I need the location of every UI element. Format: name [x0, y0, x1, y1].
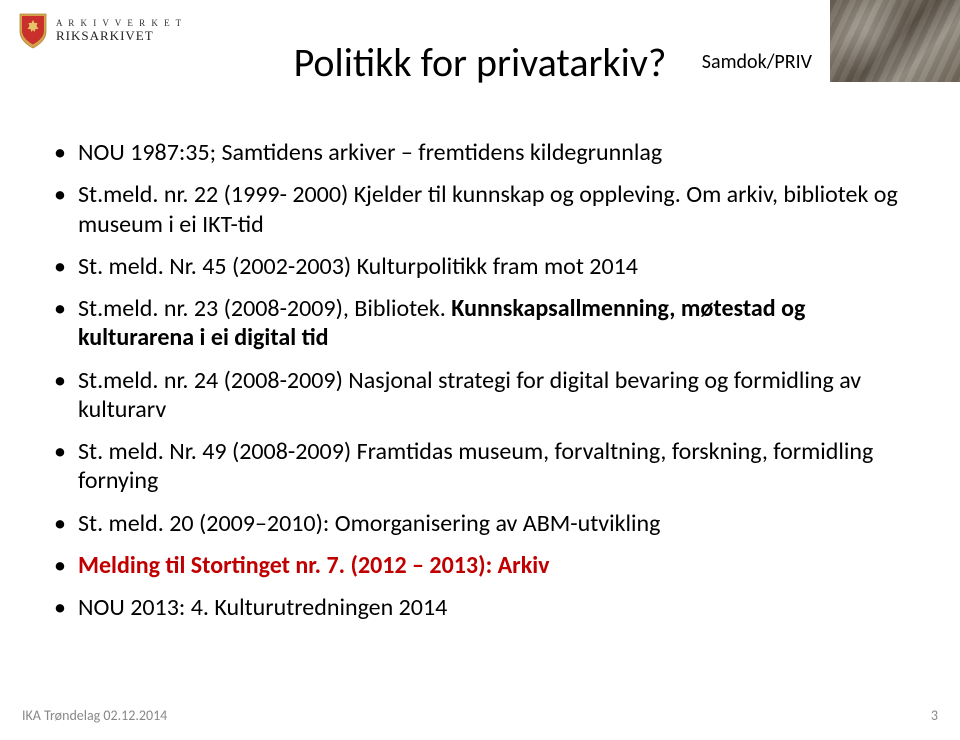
- list-item: St.meld. nr. 22 (1999- 2000) Kjelder til…: [50, 180, 900, 239]
- slide-tag: Samdok/PRIV: [702, 50, 812, 74]
- list-item-text: NOU 2013: 4. Kulturutredningen 2014: [78, 593, 447, 622]
- content-area: NOU 1987:35; Samtidens arkiver – fremtid…: [50, 138, 900, 635]
- footer: IKA Trøndelag 02.12.2014 3: [22, 707, 938, 724]
- title-row: Politikk for privatarkiv?: [0, 38, 960, 87]
- list-item-text: St. meld. Nr. 49 (2008-2009) Framtidas m…: [78, 437, 873, 495]
- bullet-list: NOU 1987:35; Samtidens arkiver – fremtid…: [50, 138, 900, 622]
- list-item: NOU 1987:35; Samtidens arkiver – fremtid…: [50, 138, 900, 167]
- slide-title: Politikk for privatarkiv?: [294, 38, 667, 87]
- list-item-text: St. meld. Nr. 45 (2002-2003) Kulturpolit…: [78, 252, 638, 281]
- list-item: St. meld. Nr. 49 (2008-2009) Framtidas m…: [50, 437, 900, 496]
- list-item-text: St.meld. nr. 24 (2008-2009) Nasjonal str…: [78, 366, 861, 424]
- footer-right: 3: [931, 707, 938, 724]
- list-item: St.meld. nr. 24 (2008-2009) Nasjonal str…: [50, 366, 900, 425]
- list-item: NOU 2013: 4. Kulturutredningen 2014: [50, 593, 900, 622]
- list-item: St. meld. 20 (2009–2010): Omorganisering…: [50, 509, 900, 538]
- list-item-text: St.meld. nr. 22 (1999- 2000) Kjelder til…: [78, 180, 898, 238]
- list-item-text: St.meld. nr. 23 (2008-2009), Bibliotek.: [78, 294, 451, 323]
- list-item-text: NOU 1987:35; Samtidens arkiver – fremtid…: [78, 138, 662, 167]
- list-item: Melding til Stortinget nr. 7. (2012 – 20…: [50, 551, 900, 580]
- footer-left: IKA Trøndelag 02.12.2014: [22, 707, 167, 724]
- list-item-text: St. meld. 20 (2009–2010): Omorganisering…: [78, 509, 660, 538]
- list-item-text: Melding til Stortinget nr. 7. (2012 – 20…: [78, 551, 549, 580]
- list-item: St. meld. Nr. 45 (2002-2003) Kulturpolit…: [50, 252, 900, 281]
- list-item: St.meld. nr. 23 (2008-2009), Bibliotek. …: [50, 294, 900, 353]
